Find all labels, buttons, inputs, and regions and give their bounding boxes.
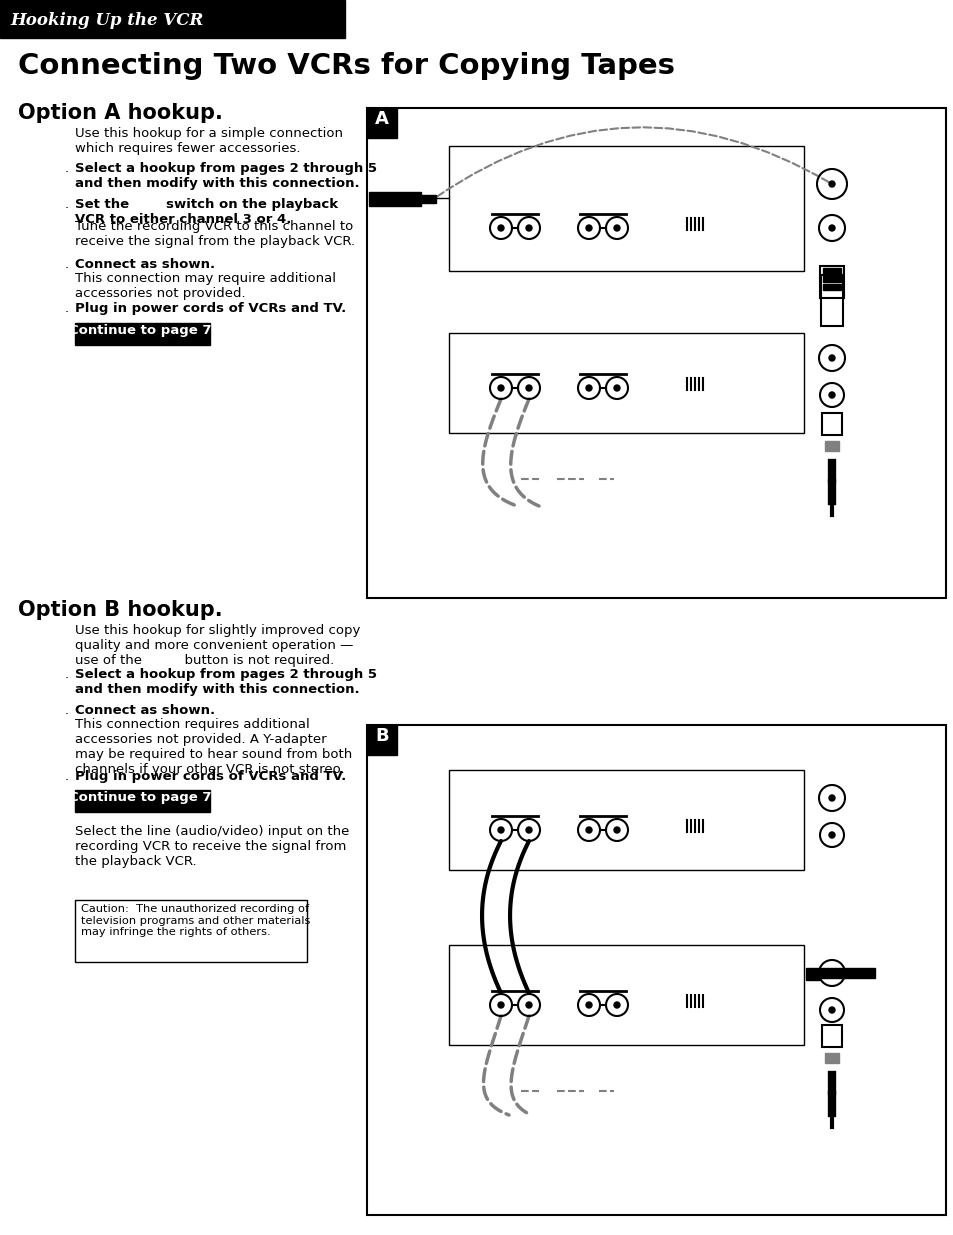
Circle shape [828, 354, 834, 361]
Text: Continue to page 7.: Continue to page 7. [69, 324, 216, 337]
Bar [449, 769, 803, 869]
Circle shape [828, 795, 834, 802]
Text: .: . [65, 198, 69, 211]
Bar [367, 107, 945, 598]
Text: .: . [65, 258, 69, 270]
Bar [820, 266, 843, 298]
Circle shape [497, 827, 503, 832]
Text: This connection may require additional
accessories not provided.: This connection may require additional a… [75, 272, 335, 300]
Circle shape [614, 225, 619, 231]
Bar [822, 268, 841, 274]
Bar [824, 441, 838, 451]
Text: This connection requires additional
accessories not provided. A Y-adapter
may be: This connection requires additional acce… [75, 718, 352, 776]
Text: Use this hookup for a simple connection
which requires fewer accessories.: Use this hookup for a simple connection … [75, 127, 343, 156]
Circle shape [585, 225, 592, 231]
Bar [420, 195, 436, 203]
Text: Connect as shown.: Connect as shown. [75, 704, 214, 718]
Text: .: . [65, 303, 69, 315]
Text: Select the line (audio/video) input on the
recording VCR to receive the signal f: Select the line (audio/video) input on t… [75, 825, 349, 868]
Circle shape [497, 385, 503, 391]
Text: .: . [65, 769, 69, 783]
Text: Select a hookup from pages 2 through 5
and then modify with this connection.: Select a hookup from pages 2 through 5 a… [75, 668, 376, 697]
Bar [821, 1025, 841, 1047]
Circle shape [828, 1007, 834, 1013]
Text: Option B hookup.: Option B hookup. [18, 600, 222, 620]
Text: Option A hookup.: Option A hookup. [18, 103, 223, 124]
Circle shape [525, 225, 532, 231]
Bar [367, 107, 396, 138]
Circle shape [828, 391, 834, 398]
Bar [0, 0, 345, 38]
Bar [449, 945, 803, 1045]
Bar [824, 1053, 838, 1063]
Circle shape [497, 1002, 503, 1008]
Text: Select a hookup from pages 2 through 5
and then modify with this connection.: Select a hookup from pages 2 through 5 a… [75, 162, 376, 190]
Bar [805, 968, 820, 981]
Bar [449, 333, 803, 433]
Circle shape [585, 385, 592, 391]
Text: Caution:  The unauthorized recording of
television programs and other materials
: Caution: The unauthorized recording of t… [81, 904, 310, 937]
Circle shape [614, 385, 619, 391]
Text: B: B [375, 727, 389, 745]
Bar [369, 191, 420, 206]
Circle shape [614, 827, 619, 832]
Circle shape [828, 832, 834, 839]
Bar [822, 275, 841, 282]
Text: A: A [375, 110, 389, 128]
Bar [367, 725, 396, 755]
Text: Tune the recording VCR to this channel to
receive the signal from the playback V: Tune the recording VCR to this channel t… [75, 220, 355, 248]
Bar [367, 725, 945, 1215]
Circle shape [828, 225, 834, 231]
Text: .: . [65, 162, 69, 175]
Text: Plug in power cords of VCRs and TV.: Plug in power cords of VCRs and TV. [75, 769, 346, 783]
Bar [75, 324, 210, 345]
Circle shape [828, 969, 834, 976]
Bar [821, 412, 841, 435]
Circle shape [497, 225, 503, 231]
Circle shape [525, 1002, 532, 1008]
Text: Connect as shown.: Connect as shown. [75, 258, 214, 270]
Text: .: . [65, 668, 69, 680]
Bar [822, 284, 841, 290]
Circle shape [585, 1002, 592, 1008]
Circle shape [525, 385, 532, 391]
Bar [449, 146, 803, 270]
Bar [820, 968, 874, 978]
Bar [75, 790, 210, 811]
Text: Connecting Two VCRs for Copying Tapes: Connecting Two VCRs for Copying Tapes [18, 52, 675, 80]
Bar [75, 900, 307, 962]
Text: Set the        switch on the playback
VCR to either channel 3 or 4.: Set the switch on the playback VCR to ei… [75, 198, 337, 226]
Circle shape [585, 827, 592, 832]
Text: Use this hookup for slightly improved copy
quality and more convenient operation: Use this hookup for slightly improved co… [75, 624, 360, 667]
Text: Plug in power cords of VCRs and TV.: Plug in power cords of VCRs and TV. [75, 303, 346, 315]
Circle shape [614, 1002, 619, 1008]
Circle shape [828, 182, 834, 186]
Text: Continue to page 7.: Continue to page 7. [69, 790, 216, 804]
Text: .: . [65, 704, 69, 718]
Circle shape [525, 827, 532, 832]
Text: Hooking Up the VCR: Hooking Up the VCR [10, 12, 203, 28]
Bar [821, 275, 842, 326]
